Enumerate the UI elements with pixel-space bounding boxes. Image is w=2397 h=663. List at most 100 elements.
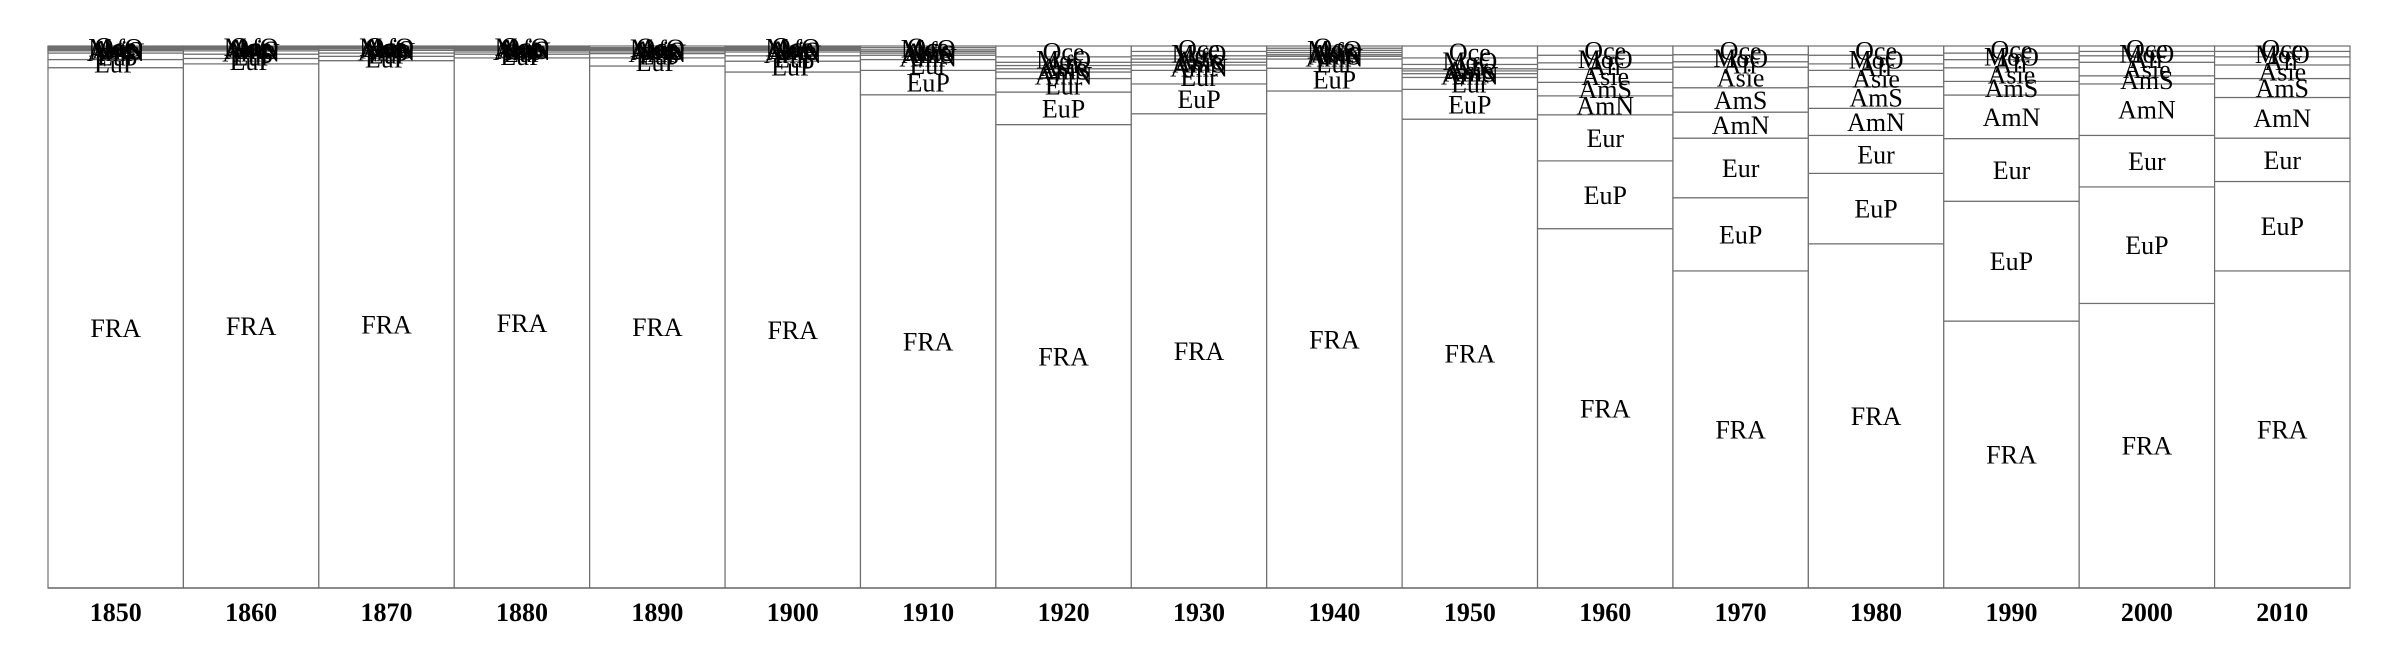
bar-segment-2010-Eur (2213, 137, 2351, 183)
segment-label-1850-EuP: EuP (94, 50, 137, 79)
segment-label-1900-MoO: MoO (765, 34, 820, 63)
segment-label-1950-EuP: EuP (1448, 90, 1491, 119)
bar-segment-1970-AmN (1672, 111, 1809, 139)
segment-label-1900-EuP: EuP (771, 53, 814, 82)
segment-label-1960-Asie: Asie (1581, 62, 1629, 91)
bar-segment-1940-FRA (1266, 90, 1403, 589)
segment-label-1880-AmS: AmS (495, 36, 548, 65)
segment-label-1870-MoO: MoO (359, 33, 414, 62)
bar-segment-1980-Eur (1807, 134, 1945, 174)
segment-label-1900-Asie: Asie (769, 36, 817, 65)
segment-label-1850-Asie: Asie (92, 35, 140, 64)
segment-label-1930-Asie: Asie (1175, 47, 1223, 76)
segment-label-1990-FRA: FRA (1986, 441, 2037, 470)
segment-label-2010-Oce: Oce (2261, 35, 2303, 64)
x-tick-label-1880: 1880 (496, 598, 548, 627)
bar-segment-1970-FRA (1672, 270, 1809, 589)
segment-label-1980-Oce: Oce (1855, 37, 1897, 66)
segment-label-1910-Oce: Oce (907, 33, 949, 62)
segment-label-1990-MoO: MoO (1984, 42, 2039, 71)
x-tick-label-1910: 1910 (902, 598, 954, 627)
x-tick-label-1920: 1920 (1038, 598, 1090, 627)
segment-label-1960-Oce: Oce (1584, 37, 1626, 66)
segment-label-2000-EuP: EuP (2125, 231, 2168, 260)
segment-label-1850-AmN: AmN (87, 38, 145, 67)
segment-label-1980-EuP: EuP (1854, 195, 1897, 224)
segment-label-1920-Oce: Oce (1043, 37, 1085, 66)
segment-label-1920-Afr: Afr (1046, 50, 1082, 79)
segment-label-1980-FRA: FRA (1851, 402, 1902, 431)
bar-segment-2010-Oce (2213, 45, 2351, 53)
segment-label-1940-Oce: Oce (1313, 33, 1355, 62)
x-tick-label-1930: 1930 (1173, 598, 1225, 627)
segment-label-1920-Eur: Eur (1045, 71, 1083, 100)
segment-label-1850-AmS: AmS (89, 36, 142, 65)
segment-label-1960-Afr: Afr (1587, 52, 1623, 81)
segment-label-1910-EuP: EuP (907, 69, 950, 98)
segment-label-1940-Asie: Asie (1311, 40, 1359, 69)
segment-label-1980-Asie: Asie (1852, 65, 1900, 94)
bar-segment-1970-AmS (1672, 87, 1809, 113)
segment-label-1920-Asie: Asie (1040, 53, 1088, 82)
segment-label-1870-EuP: EuP (365, 44, 408, 73)
segment-label-2000-Asie: Asie (2123, 55, 2171, 84)
segment-label-1860-EuP: EuP (229, 47, 272, 76)
x-tick-label-2000: 2000 (2121, 598, 2173, 627)
x-tick-label-1870: 1870 (361, 598, 413, 627)
segment-label-2010-FRA: FRA (2257, 415, 2308, 444)
bar-segment-1970-Eur (1672, 137, 1809, 199)
segment-label-2000-FRA: FRA (2122, 432, 2173, 461)
segment-label-1980-AmN: AmN (1847, 108, 1905, 137)
segment-label-1870-Asie: Asie (363, 34, 411, 63)
bar-segment-2010-EuP (2213, 180, 2351, 272)
segment-label-2010-Eur: Eur (2264, 146, 2302, 175)
segment-label-1940-MoO: MoO (1307, 35, 1362, 64)
segment-label-1850-Oce: Oce (95, 33, 137, 62)
segment-label-1900-Afr: Afr (775, 35, 811, 64)
bar-segment-1920-FRA (995, 123, 1132, 589)
segment-label-1950-AmN: AmN (1441, 62, 1499, 91)
segment-label-1970-Afr: Afr (1723, 50, 1759, 79)
bar-segment-2000-Eur (2078, 134, 2216, 188)
segment-label-1940-Afr: Afr (1316, 37, 1352, 66)
segment-label-1960-Eur: Eur (1586, 124, 1624, 153)
segment-label-2000-AmS: AmS (2120, 66, 2173, 95)
segment-label-2000-Oce: Oce (2126, 35, 2168, 64)
segment-label-1860-MoO: MoO (224, 33, 279, 62)
segment-label-1960-AmN: AmN (1576, 91, 1634, 120)
segment-label-1890-Oce: Oce (636, 33, 678, 62)
segment-label-1860-FRA: FRA (226, 312, 277, 341)
segment-label-1890-Afr: Afr (639, 35, 675, 64)
segment-labels-layer: FRAEuPEurAmNAmSAsieAfrMoOOceFRAEuPEurAmN… (87, 32, 2312, 469)
segment-label-1860-Asie: Asie (227, 35, 275, 64)
segment-label-2010-Afr: Afr (2264, 47, 2300, 76)
segment-label-1930-FRA: FRA (1174, 337, 1225, 366)
segment-label-1970-AmN: AmN (1712, 111, 1770, 140)
bar-segment-1990-EuP (1943, 200, 2080, 322)
segment-label-1880-Afr: Afr (504, 34, 540, 63)
segment-label-1910-Asie: Asie (904, 38, 952, 67)
segment-label-1990-AmS: AmS (1985, 74, 2038, 103)
segment-label-1850-FRA: FRA (90, 314, 141, 343)
segment-label-1980-MoO: MoO (1849, 46, 1904, 75)
segment-label-1930-Afr: Afr (1181, 43, 1217, 72)
segment-label-1860-Oce: Oce (230, 32, 272, 61)
segment-label-1990-EuP: EuP (1990, 247, 2033, 276)
segment-label-1980-Afr: Afr (1858, 53, 1894, 82)
segment-label-1970-Eur: Eur (1722, 154, 1760, 183)
segment-label-1880-EuP: EuP (500, 42, 543, 71)
segment-label-1960-AmS: AmS (1579, 75, 1632, 104)
segment-label-1880-MoO: MoO (494, 33, 549, 62)
bar-segment-2010-FRA (2213, 270, 2351, 589)
segment-label-1900-Oce: Oce (772, 33, 814, 62)
segment-label-1950-Oce: Oce (1449, 38, 1491, 67)
segment-label-2000-Afr: Afr (2129, 45, 2165, 74)
segment-label-2010-AmS: AmS (2256, 74, 2309, 103)
x-tick-label-1990: 1990 (1985, 598, 2037, 627)
bar-segment-1970-EuP (1672, 197, 1809, 272)
segment-label-1880-Asie: Asie (498, 35, 546, 64)
segment-label-1990-Eur: Eur (1993, 156, 2031, 185)
segment-label-2000-AmN: AmN (2118, 96, 2176, 125)
segment-label-1980-AmS: AmS (1849, 83, 1902, 112)
